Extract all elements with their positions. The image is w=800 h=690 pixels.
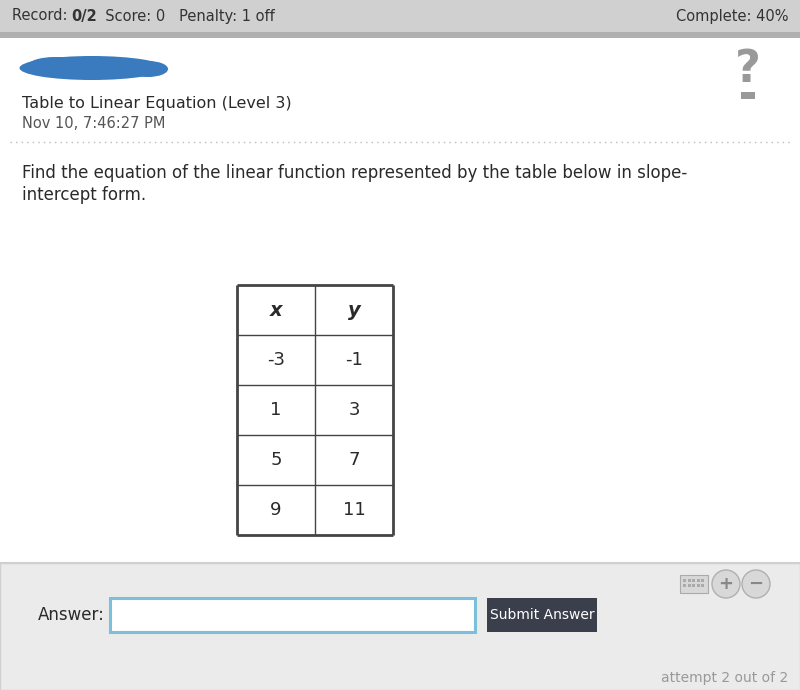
Bar xyxy=(683,584,686,586)
Text: 9: 9 xyxy=(270,501,282,519)
Text: 5: 5 xyxy=(270,451,282,469)
Text: y: y xyxy=(348,301,360,319)
Bar xyxy=(692,579,695,582)
Ellipse shape xyxy=(27,57,82,75)
Text: Submit Answer: Submit Answer xyxy=(490,608,594,622)
Circle shape xyxy=(742,570,770,598)
Text: Nov 10, 7:46:27 PM: Nov 10, 7:46:27 PM xyxy=(22,116,166,131)
Bar xyxy=(0,0,800,32)
Text: 7: 7 xyxy=(348,451,360,469)
Text: −: − xyxy=(749,575,763,593)
Bar xyxy=(697,584,699,586)
Bar xyxy=(687,584,690,586)
Text: x: x xyxy=(270,301,282,319)
Ellipse shape xyxy=(128,61,168,77)
Text: -1: -1 xyxy=(345,351,363,369)
Bar xyxy=(701,579,704,582)
Text: 0/2: 0/2 xyxy=(71,8,97,23)
Bar xyxy=(692,584,695,586)
Circle shape xyxy=(712,570,740,598)
Text: 1: 1 xyxy=(270,401,282,419)
Text: Answer:: Answer: xyxy=(38,606,105,624)
Text: 3: 3 xyxy=(348,401,360,419)
Text: -3: -3 xyxy=(267,351,285,369)
Text: attempt 2 out of 2: attempt 2 out of 2 xyxy=(661,671,788,685)
Text: ?: ? xyxy=(735,48,761,92)
Ellipse shape xyxy=(19,56,165,80)
Text: Table to Linear Equation (Level 3): Table to Linear Equation (Level 3) xyxy=(22,96,292,111)
Bar xyxy=(0,563,800,690)
FancyBboxPatch shape xyxy=(487,598,597,632)
Bar xyxy=(687,579,690,582)
Text: 11: 11 xyxy=(342,501,366,519)
Text: Record:: Record: xyxy=(12,8,72,23)
Text: Score: 0   Penalty: 1 off: Score: 0 Penalty: 1 off xyxy=(96,8,274,23)
Text: Find the equation of the linear function represented by the table below in slope: Find the equation of the linear function… xyxy=(22,164,687,182)
Bar xyxy=(697,579,699,582)
Bar xyxy=(701,584,704,586)
Text: +: + xyxy=(718,575,734,593)
Bar xyxy=(0,32,800,38)
Bar xyxy=(741,92,755,99)
Bar xyxy=(680,575,708,593)
Bar xyxy=(683,579,686,582)
Text: intercept form.: intercept form. xyxy=(22,186,146,204)
FancyBboxPatch shape xyxy=(110,598,475,632)
Text: Complete: 40%: Complete: 40% xyxy=(675,8,788,23)
